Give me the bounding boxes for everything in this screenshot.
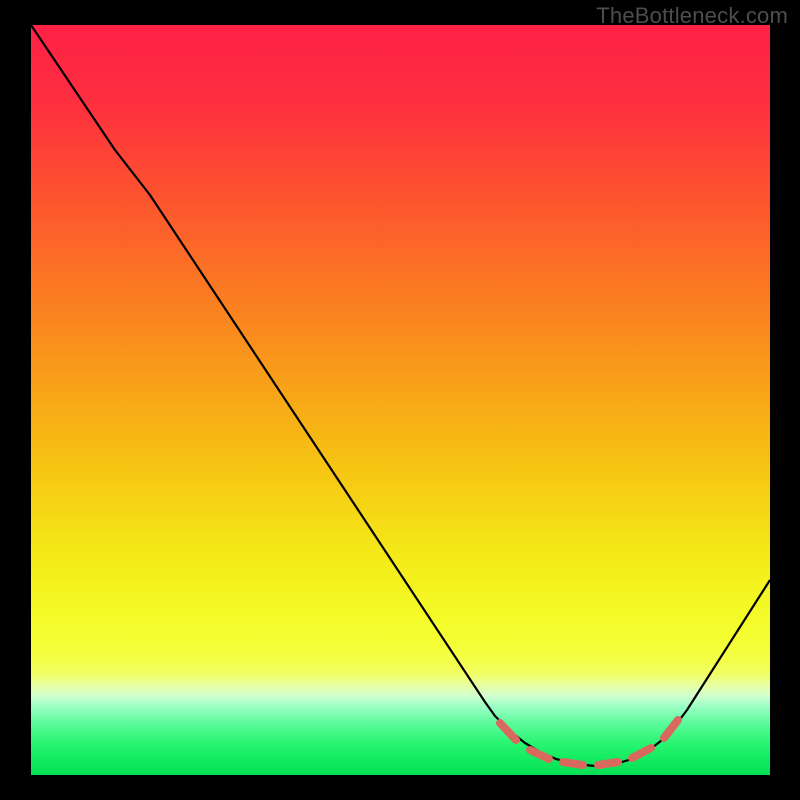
optimal-range-dash [598,762,618,765]
bottleneck-chart [0,0,800,800]
chart-container: TheBottleneck.com [0,0,800,800]
plot-area [31,25,770,775]
watermark-text: TheBottleneck.com [596,3,788,29]
optimal-range-dash [563,762,583,765]
